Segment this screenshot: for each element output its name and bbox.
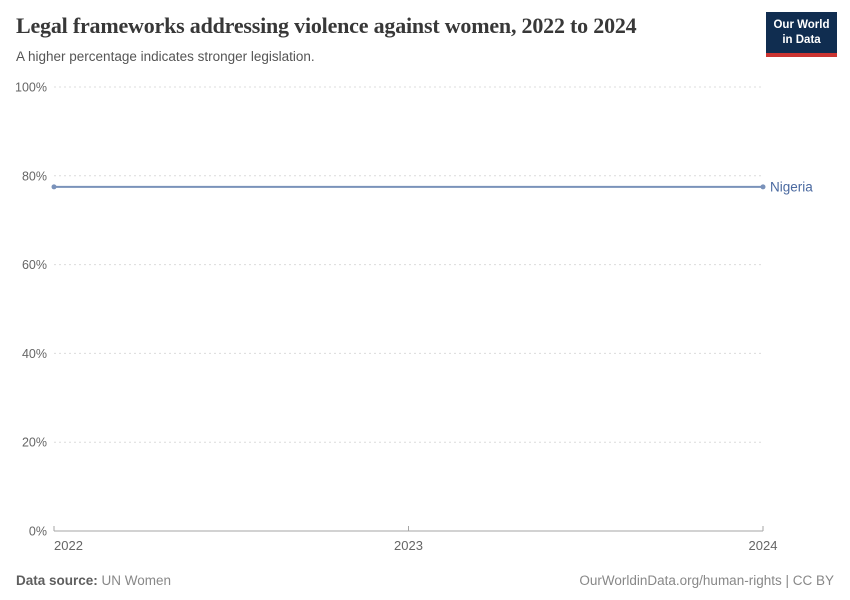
data-source-value: UN Women: [101, 573, 172, 588]
data-source: Data source: UN Women: [16, 573, 171, 588]
x-axis-tick-label: 2024: [749, 538, 778, 553]
y-axis-tick-label: 100%: [15, 81, 47, 95]
y-axis-tick-label: 80%: [22, 169, 47, 183]
y-axis-tick-label: 60%: [22, 258, 47, 272]
data-point[interactable]: [51, 184, 57, 190]
x-axis-tick-label: 2023: [394, 538, 423, 553]
data-source-label: Data source:: [16, 573, 98, 588]
x-axis-tick-label: 2022: [54, 538, 83, 553]
y-axis-tick-label: 20%: [22, 436, 47, 450]
y-axis-tick-label: 0%: [29, 525, 47, 539]
series-label[interactable]: Nigeria: [770, 179, 813, 194]
owid-logo-line1: Our World: [773, 18, 830, 31]
page-title: Legal frameworks addressing violence aga…: [16, 13, 637, 38]
chart-subtitle: A higher percentage indicates stronger l…: [16, 49, 315, 64]
license-label: CC BY: [792, 573, 834, 588]
owid-logo: Our World in Data: [766, 12, 837, 57]
owid-logo-line2: in Data: [782, 33, 821, 46]
y-axis-tick-label: 40%: [22, 347, 47, 361]
owid-link[interactable]: OurWorldinData.org/human-rights: [579, 573, 782, 588]
chart-footer: Data source: UN Women OurWorldinData.org…: [16, 573, 834, 588]
attribution-separator: |: [781, 573, 793, 588]
data-point[interactable]: [760, 184, 766, 190]
attribution: OurWorldinData.org/human-rights | CC BY: [579, 573, 834, 588]
